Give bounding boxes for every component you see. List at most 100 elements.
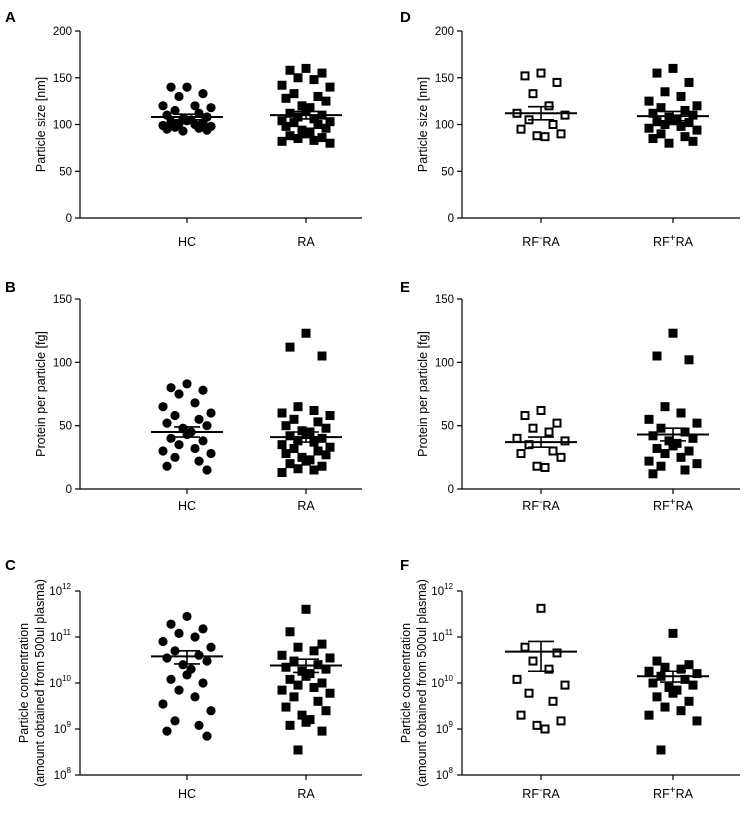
data-point xyxy=(309,465,319,475)
y-axis-label-2: (amount obtained from 500ul plasma) xyxy=(415,579,429,787)
data-point xyxy=(281,93,291,103)
data-point xyxy=(644,456,654,466)
data-point xyxy=(198,89,208,99)
data-point xyxy=(668,328,678,338)
data-point xyxy=(202,731,212,741)
data-point xyxy=(688,433,698,443)
y-tick-label: 200 xyxy=(53,26,72,38)
data-point xyxy=(524,688,534,698)
data-point xyxy=(317,133,327,143)
data-point xyxy=(317,678,327,688)
data-point xyxy=(648,678,658,688)
data-point xyxy=(668,688,678,698)
data-point xyxy=(170,122,180,132)
data-point xyxy=(512,433,522,443)
data-point xyxy=(301,456,311,466)
data-point xyxy=(293,112,303,122)
series-HC xyxy=(151,82,223,136)
data-point xyxy=(190,398,200,408)
data-point xyxy=(301,328,311,338)
y-tick-label: 150 xyxy=(435,294,454,306)
data-point xyxy=(680,427,690,437)
data-point xyxy=(528,656,538,666)
data-point xyxy=(297,710,307,720)
data-point xyxy=(680,674,690,684)
y-tick-label: 1010 xyxy=(49,674,71,690)
data-point xyxy=(301,717,311,727)
data-point xyxy=(182,379,192,389)
data-point xyxy=(660,120,670,129)
data-point xyxy=(532,720,542,730)
data-point xyxy=(293,745,303,755)
data-point xyxy=(325,442,335,452)
y-axis-label: Protein per particle [fg] xyxy=(34,331,48,457)
series-RF-RA xyxy=(505,405,577,472)
data-point xyxy=(198,436,208,446)
data-point xyxy=(684,77,694,87)
data-point xyxy=(317,639,327,649)
data-point xyxy=(289,118,299,128)
data-point xyxy=(692,418,702,428)
data-point xyxy=(289,443,299,453)
data-point xyxy=(536,405,546,415)
data-point xyxy=(301,671,311,681)
data-point xyxy=(285,674,295,684)
data-point xyxy=(190,101,200,111)
y-tick-label: 100 xyxy=(435,120,454,132)
data-point xyxy=(644,123,654,133)
data-point xyxy=(552,77,562,87)
data-point xyxy=(281,449,291,459)
data-point xyxy=(325,138,335,148)
data-point xyxy=(162,418,172,428)
data-point xyxy=(194,456,204,466)
data-point xyxy=(680,105,690,115)
data-point xyxy=(536,603,546,613)
y-tick-label: 50 xyxy=(59,421,72,433)
data-point xyxy=(285,720,295,730)
data-point xyxy=(520,642,530,652)
data-point xyxy=(170,410,180,421)
y-tick-label: 200 xyxy=(435,26,454,38)
data-point xyxy=(277,440,287,450)
y-tick-label: 100 xyxy=(53,357,72,369)
data-point xyxy=(170,716,180,726)
panel-letter: E xyxy=(400,279,410,296)
data-point xyxy=(313,696,323,706)
data-point xyxy=(684,696,694,706)
data-point xyxy=(540,462,550,472)
y-axis-label: Protein per particle [fg] xyxy=(416,331,430,457)
data-point xyxy=(202,421,212,431)
panel-letter: D xyxy=(400,9,411,26)
data-point xyxy=(660,662,670,672)
data-point xyxy=(170,105,180,116)
data-point xyxy=(206,706,216,716)
data-point xyxy=(548,120,558,129)
data-point xyxy=(660,402,670,412)
data-point xyxy=(194,650,204,660)
y-tick-label: 1011 xyxy=(432,628,454,644)
series-RF-RA xyxy=(505,68,577,142)
x-category-label: RA xyxy=(297,787,315,801)
data-point xyxy=(692,459,702,469)
data-point xyxy=(206,642,216,652)
series-HC xyxy=(151,611,223,741)
data-point xyxy=(660,702,670,712)
data-point xyxy=(301,129,311,139)
data-point xyxy=(325,688,335,698)
y-tick-label: 150 xyxy=(53,73,72,85)
data-point xyxy=(174,440,184,450)
panel-A: A 0 50 100 150 200 Particle size [nm] HC RA xyxy=(5,9,362,249)
data-point xyxy=(281,662,291,672)
data-point xyxy=(277,650,287,660)
data-point xyxy=(321,706,331,716)
y-tick-label: 0 xyxy=(66,213,72,225)
panel-letter: F xyxy=(400,557,409,574)
data-point xyxy=(317,726,327,736)
data-point xyxy=(321,123,331,133)
data-point xyxy=(652,443,662,453)
data-point xyxy=(644,414,654,424)
panel-B: B 0 50 100 150 Protein per particle [fg] HC RA xyxy=(5,279,362,513)
data-point xyxy=(692,716,702,726)
data-point xyxy=(289,656,299,666)
data-point xyxy=(676,706,686,716)
